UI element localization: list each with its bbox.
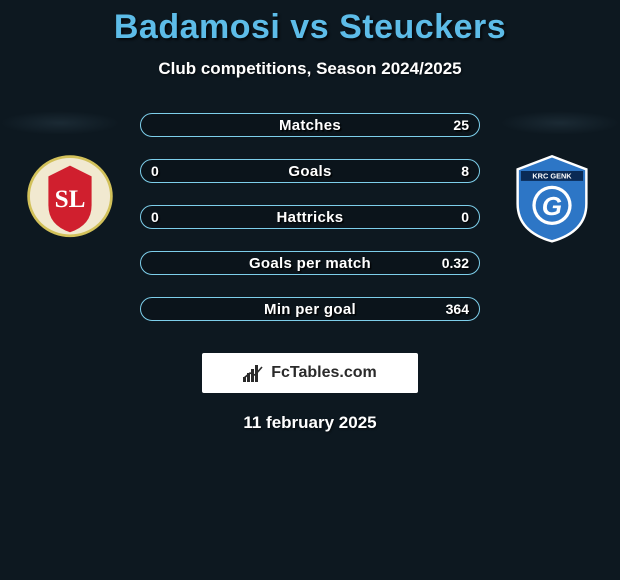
stat-row-goals-per-match: Goals per match 0.32	[140, 251, 480, 275]
stats-area: SL KRC GENK G Matches 25 0 Goals 8	[0, 111, 620, 331]
crest-right-letter: G	[542, 191, 562, 221]
stat-label: Hattricks	[277, 209, 344, 226]
stat-row-matches: Matches 25	[140, 113, 480, 137]
date-label: 11 february 2025	[0, 413, 620, 433]
team-crest-right: KRC GENK G	[504, 153, 600, 243]
crest-right-text: KRC GENK	[532, 171, 572, 180]
brand-link[interactable]: FcTables.com	[202, 353, 418, 393]
platform-shadow-left	[0, 111, 120, 135]
stat-right-value: 8	[461, 163, 469, 179]
page-title: Badamosi vs Steuckers	[0, 8, 620, 47]
brand-text: FcTables.com	[271, 364, 377, 382]
stat-right-value: 0.32	[442, 255, 469, 271]
stat-row-goals: 0 Goals 8	[140, 159, 480, 183]
crest-left-letters: SL	[55, 186, 86, 213]
stat-row-min-per-goal: Min per goal 364	[140, 297, 480, 321]
stat-row-hattricks: 0 Hattricks 0	[140, 205, 480, 229]
stat-label: Matches	[279, 117, 341, 134]
stat-rows: Matches 25 0 Goals 8 0 Hattricks 0 Goals…	[140, 111, 480, 321]
stat-right-value: 0	[461, 209, 469, 225]
stat-label: Goals	[288, 163, 331, 180]
platform-shadow-right	[500, 111, 620, 135]
stat-right-value: 364	[446, 301, 469, 317]
chart-bars-icon	[243, 364, 265, 382]
stat-left-value: 0	[151, 209, 159, 225]
comparison-card: Badamosi vs Steuckers Club competitions,…	[0, 0, 620, 580]
stat-left-value: 0	[151, 163, 159, 179]
stat-label: Goals per match	[249, 255, 371, 272]
stat-right-value: 25	[453, 117, 469, 133]
stat-label: Min per goal	[264, 301, 356, 318]
subtitle: Club competitions, Season 2024/2025	[0, 59, 620, 79]
team-crest-left: SL	[22, 153, 118, 243]
